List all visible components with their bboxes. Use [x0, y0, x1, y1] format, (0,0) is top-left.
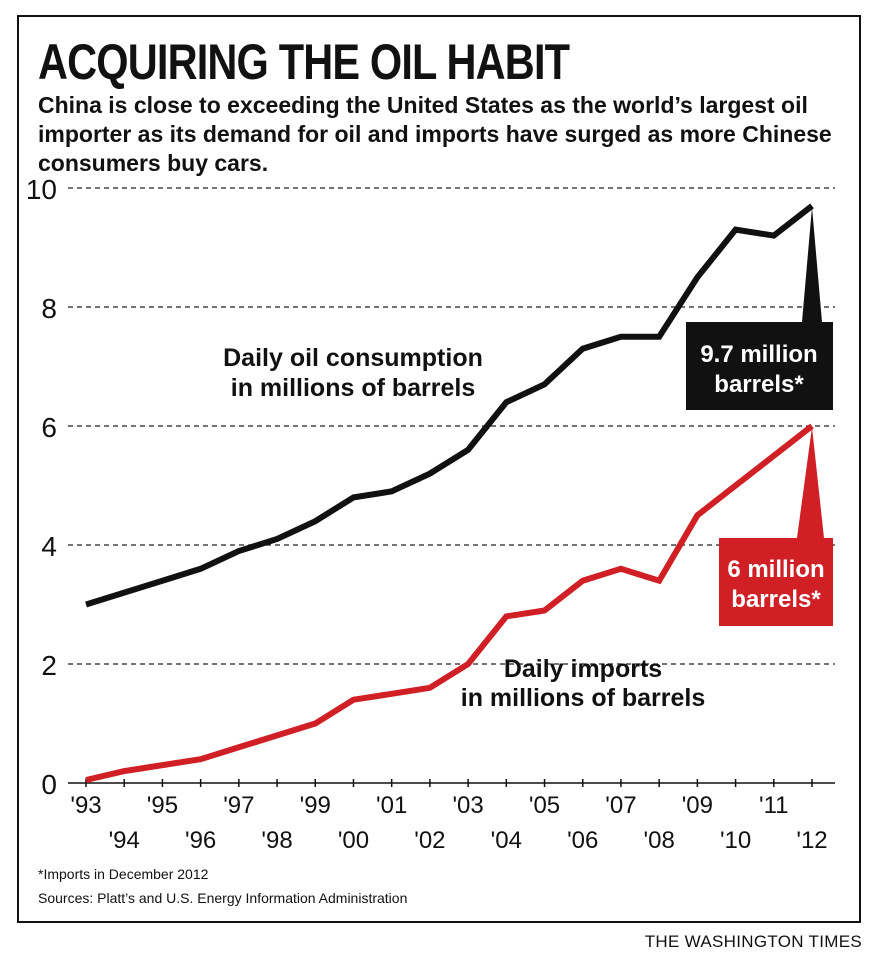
- x-tick-label: '00: [338, 827, 369, 854]
- imports-callout-line2: barrels*: [731, 586, 821, 613]
- x-tick-label: '02: [414, 827, 445, 854]
- x-tick-label: '99: [300, 792, 331, 819]
- x-tick-label: '04: [491, 827, 522, 854]
- chart-frame: [17, 15, 861, 923]
- x-tick-label: '07: [605, 792, 636, 819]
- x-tick-label: '03: [452, 792, 483, 819]
- footnote: *Imports in December 2012: [38, 866, 209, 882]
- publisher-credit: THE WASHINGTON TIMES: [644, 932, 862, 951]
- chart-title: ACQUIRING THE OIL HABIT: [38, 34, 570, 90]
- sources-note: Sources: Platt’s and U.S. Energy Informa…: [38, 890, 408, 906]
- y-tick-label: 4: [41, 531, 57, 562]
- x-tick-label: '01: [376, 792, 407, 819]
- consumption-series-line: [85, 203, 814, 608]
- consumption-callout-pointer: [802, 207, 822, 322]
- consumption-callout-line1: 9.7 million: [700, 341, 817, 368]
- y-tick-label: 8: [41, 293, 57, 324]
- x-tick-label: '06: [567, 827, 598, 854]
- y-axis-ticks: 0 2 4 6 8 10: [26, 174, 57, 800]
- imports-series-line: [85, 423, 814, 783]
- series-lines: [85, 203, 814, 783]
- grid-lines: [68, 187, 835, 665]
- imports-label-line1: Daily imports: [504, 655, 662, 683]
- x-tick-label: '10: [720, 827, 751, 854]
- x-tick-label: '11: [759, 792, 789, 819]
- chart-subtitle: China is close to exceeding the United S…: [38, 92, 832, 176]
- x-tick-label: '93: [70, 792, 101, 819]
- x-tick-label: '96: [185, 827, 216, 854]
- imports-label-line2: in millions of barrels: [461, 684, 706, 712]
- y-tick-label: 6: [41, 412, 57, 443]
- x-tick-label: '94: [109, 827, 140, 854]
- x-tick-label: '97: [223, 792, 254, 819]
- y-tick-label: 10: [26, 174, 57, 205]
- x-tick-label: '12: [796, 827, 827, 854]
- x-tick-label: '05: [529, 792, 560, 819]
- series-labels: Daily oil consumption in millions of bar…: [223, 344, 705, 712]
- y-tick-label: 0: [41, 769, 57, 800]
- consumption-callout-line2: barrels*: [714, 371, 804, 398]
- imports-callout-pointer: [797, 427, 824, 538]
- x-axis: '93 '94 '95 '96 '97 '98 '99 '00 '01 '02 '03 '04 '05 '…: [68, 779, 835, 854]
- x-tick-label: '08: [644, 827, 675, 854]
- x-tick-label: '95: [147, 792, 178, 819]
- imports-callout-box: [719, 538, 833, 626]
- callouts: 9.7 million barrels* 6 million barrels*: [686, 207, 833, 626]
- x-tick-label: '09: [682, 792, 713, 819]
- consumption-label-line1: Daily oil consumption: [223, 344, 483, 372]
- consumption-callout-box: [686, 322, 833, 410]
- x-tick-label: '98: [261, 827, 292, 854]
- consumption-label-line2: in millions of barrels: [231, 374, 476, 402]
- imports-callout-line1: 6 million: [727, 556, 824, 583]
- y-tick-label: 2: [41, 650, 57, 681]
